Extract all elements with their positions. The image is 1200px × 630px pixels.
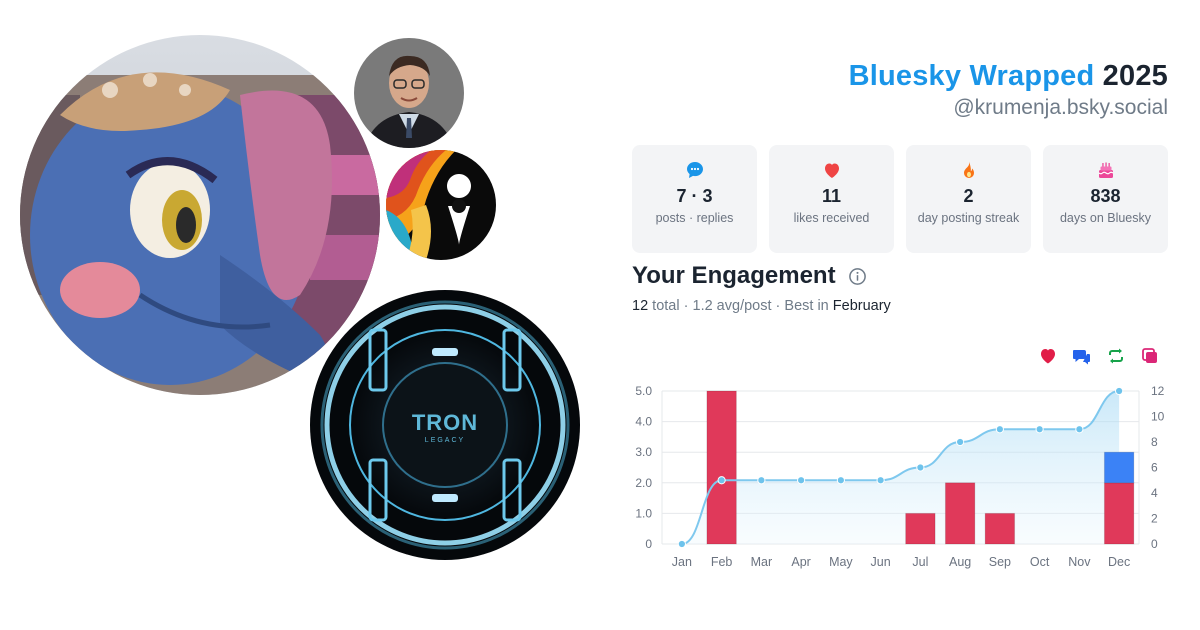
y-right-tick-label: 10	[1151, 410, 1165, 424]
x-tick-label: Feb	[711, 555, 733, 569]
x-tick-label: Jan	[672, 555, 692, 569]
stat-value: 2	[963, 186, 974, 206]
map-pin-avatar[interactable]	[386, 150, 496, 260]
x-tick-label: Jul	[912, 555, 928, 569]
stat-card-days: 838 days on Bluesky	[1043, 145, 1168, 253]
stat-value: 7 · 3	[676, 186, 713, 206]
stat-card-posts: 7 · 3 posts · replies	[632, 145, 757, 253]
year-title: 2025	[1102, 60, 1168, 92]
tron-logo-text: TRON	[412, 410, 478, 435]
y-right-tick-label: 2	[1151, 512, 1158, 526]
engagement-best-month: February	[832, 298, 891, 314]
tron-logo-subtext: LEGACY	[425, 437, 465, 444]
line-point	[1075, 425, 1084, 434]
stat-card-likes: 11 likes received	[769, 145, 894, 253]
brand-title: Bluesky Wrapped	[848, 60, 1095, 92]
stat-label: posts · replies	[655, 211, 734, 225]
line-point	[1035, 425, 1044, 434]
bar	[706, 390, 737, 545]
separator: ·	[683, 298, 689, 314]
y-right-tick-label: 0	[1151, 537, 1158, 551]
engagement-summary: 12 total · 1.2 avg/post · Best in Februa…	[632, 298, 891, 314]
y-right-tick-label: 4	[1151, 486, 1158, 500]
y-right-tick-label: 6	[1151, 461, 1158, 475]
x-tick-label: Sep	[989, 555, 1011, 569]
info-icon[interactable]	[848, 267, 867, 286]
line-point	[797, 476, 806, 485]
line-point	[717, 476, 726, 485]
line-point	[916, 463, 925, 472]
engagement-chart: 0 1.0 2.0 3.0 4.0 5.0 0 2 4 6 8 10 12 Jan Feb Mar Apr May…	[635, 384, 1165, 569]
page-title: Bluesky Wrapped 2025	[849, 58, 1168, 94]
stat-value: 838	[1090, 186, 1121, 206]
line-area	[681, 391, 1120, 544]
legend-reply-icon[interactable]	[1072, 346, 1092, 366]
x-tick-label: May	[829, 555, 853, 569]
chart-legend	[1038, 346, 1160, 366]
y-left-tick-label: 5.0	[635, 384, 652, 398]
elephant-avatar[interactable]	[20, 35, 380, 395]
engagement-best-prefix: Best in	[784, 298, 829, 314]
y-left-tick-label: 1.0	[635, 506, 652, 520]
bar	[944, 482, 976, 545]
bar	[1103, 451, 1135, 484]
stat-label: likes received	[793, 211, 870, 225]
bar	[984, 512, 1016, 545]
y-right-tick-label: 8	[1151, 435, 1158, 449]
x-tick-label: Jun	[871, 555, 891, 569]
bar	[1103, 482, 1135, 545]
y-left-tick-label: 4.0	[635, 415, 652, 429]
x-tick-label: Nov	[1068, 555, 1091, 569]
y-left-tick-label: 2.0	[635, 476, 652, 490]
wrapped-header: Bluesky Wrapped 2025 @krumenja.bsky.soci…	[849, 58, 1168, 120]
x-tick-label: Oct	[1030, 555, 1050, 569]
line-point	[956, 437, 965, 447]
engagement-total: 12	[632, 298, 649, 314]
line-point	[995, 425, 1004, 434]
cake-icon	[1043, 159, 1168, 181]
cumulative-line	[681, 390, 1120, 545]
legend-heart-icon[interactable]	[1038, 346, 1058, 366]
bar	[905, 512, 936, 545]
line-point	[677, 539, 686, 549]
man-avatar[interactable]	[354, 38, 464, 148]
stat-card-streak: 2 day posting streak	[906, 145, 1031, 253]
x-tick-label: Apr	[791, 555, 810, 569]
x-tick-label: Mar	[751, 555, 773, 569]
line-point	[876, 476, 885, 485]
line-point	[757, 476, 766, 485]
separator: ·	[775, 298, 781, 314]
stat-label: days on Bluesky	[1059, 211, 1152, 225]
legend-repost-icon[interactable]	[1106, 346, 1126, 366]
stats-row: 7 · 3 posts · replies 11 likes received …	[632, 145, 1168, 253]
user-handle[interactable]: @krumenja.bsky.social	[953, 96, 1168, 119]
line-point	[1115, 386, 1124, 396]
flame-icon	[906, 159, 1031, 181]
engagement-total-label: total	[652, 298, 680, 314]
tron-avatar[interactable]: TRON LEGACY	[310, 290, 580, 560]
legend-quote-icon[interactable]	[1140, 346, 1160, 366]
stat-value: 11	[821, 186, 842, 206]
heart-icon	[769, 159, 894, 181]
y-left-tick-label: 3.0	[635, 445, 652, 459]
engagement-avg: 1.2 avg/post	[692, 298, 772, 314]
engagement-title: Your Engagement	[632, 262, 836, 289]
y-right-tick-label: 12	[1151, 384, 1165, 398]
stat-label: day posting streak	[917, 211, 1020, 225]
x-tick-label: Dec	[1108, 555, 1130, 569]
engagement-heading: Your Engagement	[632, 262, 867, 290]
y-left-tick-label: 0	[645, 537, 652, 551]
chat-bubble-icon	[632, 159, 757, 181]
line-point	[836, 476, 845, 485]
x-tick-label: Aug	[949, 555, 971, 569]
